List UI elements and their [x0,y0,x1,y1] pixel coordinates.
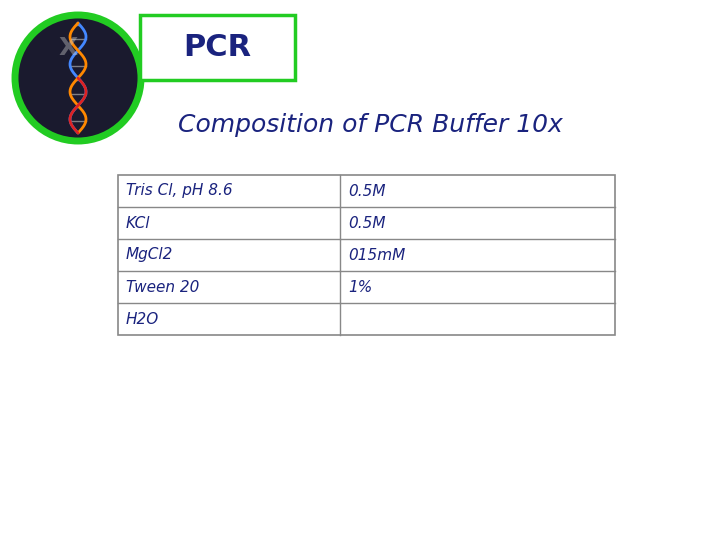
Text: KCl: KCl [126,215,150,231]
Text: H2O: H2O [126,312,159,327]
Text: X: X [58,36,78,60]
Text: 1%: 1% [348,280,372,294]
FancyBboxPatch shape [140,15,295,80]
Text: 0.5M: 0.5M [348,184,385,199]
Ellipse shape [15,15,141,141]
Bar [118,175,615,335]
Text: 0.5M: 0.5M [348,215,385,231]
Text: Tris Cl, pH 8.6: Tris Cl, pH 8.6 [126,184,233,199]
Text: 015mM: 015mM [348,247,405,262]
Text: Tween 20: Tween 20 [126,280,199,294]
Text: MgCl2: MgCl2 [126,247,174,262]
Text: Composition of PCR Buffer 10x: Composition of PCR Buffer 10x [178,113,562,137]
Text: PCR: PCR [184,33,251,62]
